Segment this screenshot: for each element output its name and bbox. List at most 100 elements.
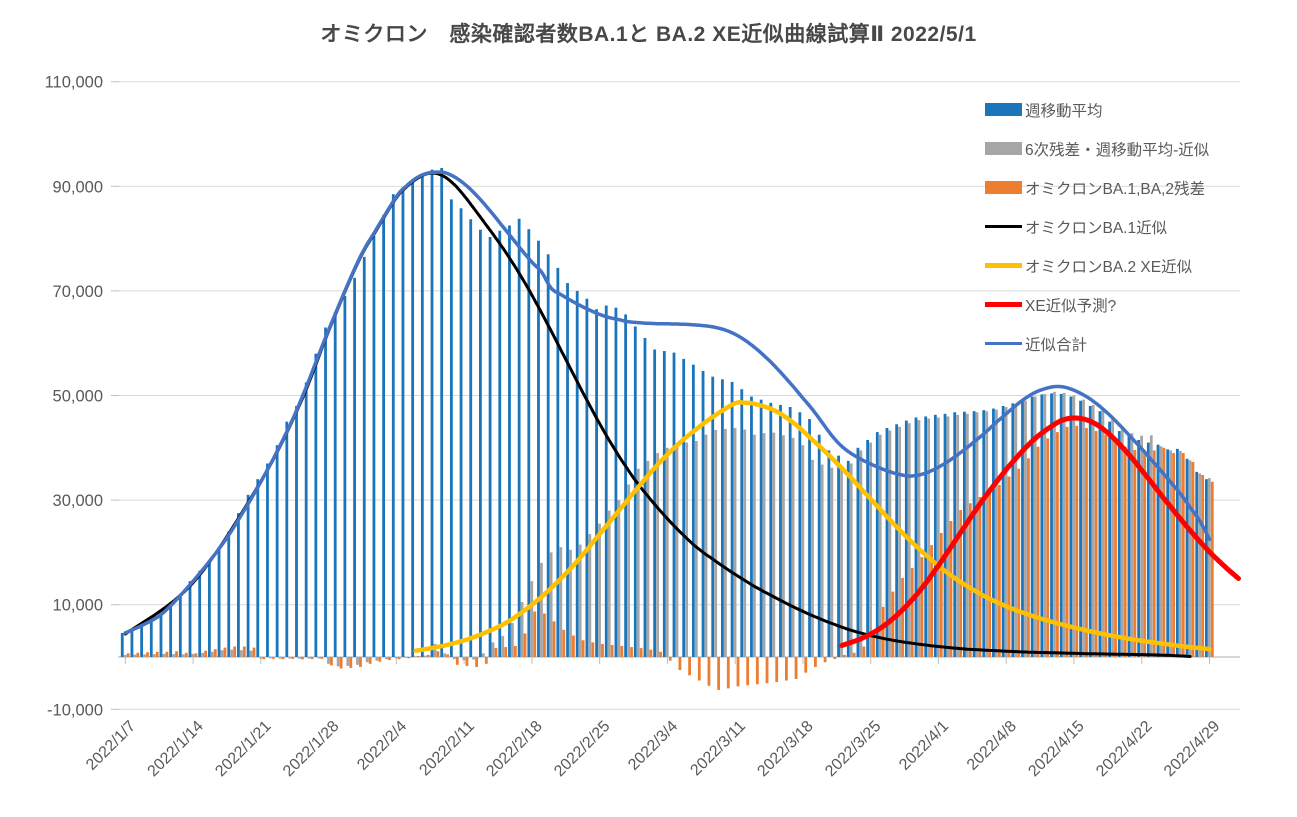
- bar: [769, 402, 773, 657]
- bar: [388, 657, 391, 661]
- bar: [130, 629, 134, 657]
- bar: [391, 194, 395, 657]
- bar: [217, 547, 221, 657]
- bar: [1021, 399, 1024, 657]
- bar: [856, 447, 860, 657]
- legend-line-swatch: [985, 225, 1022, 228]
- bar: [1172, 453, 1175, 657]
- bar: [511, 623, 514, 657]
- bar: [775, 657, 779, 683]
- bar: [801, 445, 805, 657]
- bar: [436, 651, 440, 657]
- bar: [711, 376, 715, 657]
- bar: [546, 254, 550, 658]
- bar: [559, 547, 563, 657]
- bar: [365, 657, 369, 663]
- bar: [643, 337, 647, 657]
- legend-item-weekly-moving-average: 週移動平均: [985, 90, 1295, 129]
- bar: [455, 657, 459, 665]
- bar: [356, 657, 359, 665]
- bar: [288, 657, 292, 659]
- bar: [452, 657, 456, 660]
- bars-residual-6th-order: [123, 391, 1211, 667]
- bar: [617, 500, 621, 657]
- bar: [965, 413, 969, 657]
- bar: [271, 657, 275, 659]
- legend-bar-swatch: [985, 142, 1022, 155]
- bar: [175, 651, 178, 657]
- bar: [901, 578, 904, 657]
- bar: [385, 657, 388, 660]
- bar: [875, 432, 879, 657]
- bar: [223, 647, 227, 657]
- bar: [475, 657, 479, 667]
- bar: [827, 450, 831, 657]
- x-axis-labels: 2022/1/7 2022/1/14 2022/1/21 2022/1/28 2022/…: [83, 718, 1223, 780]
- bar: [595, 309, 598, 657]
- bar: [295, 405, 298, 657]
- bar: [472, 657, 476, 660]
- bar: [843, 654, 846, 657]
- bar: [339, 657, 343, 669]
- bar: [120, 632, 124, 657]
- bar: [630, 647, 633, 657]
- bar: [488, 237, 492, 657]
- bar: [159, 614, 163, 657]
- y-axis-label: 30,000: [53, 492, 103, 510]
- legend-bar-swatch: [985, 103, 1022, 116]
- bar: [701, 370, 705, 657]
- bar: [126, 653, 130, 657]
- bar: [504, 647, 508, 657]
- bar: [291, 657, 295, 659]
- bar: [566, 283, 569, 657]
- bar: [494, 648, 498, 657]
- bar: [736, 657, 740, 687]
- bar: [972, 411, 976, 657]
- legend-label: オミクロンBA.1近似: [1025, 219, 1168, 237]
- bar: [1053, 391, 1056, 657]
- bar: [210, 651, 214, 657]
- bar: [714, 430, 718, 657]
- bar: [220, 650, 224, 657]
- bar: [859, 450, 863, 657]
- bar: [375, 657, 379, 661]
- bar: [849, 463, 853, 657]
- legend-item-ba1-ba2-residual: オミクロンBA.1,BA,2残差: [985, 168, 1295, 207]
- bar: [784, 657, 788, 681]
- bar: [198, 570, 202, 657]
- bar: [1072, 395, 1076, 657]
- bar: [426, 654, 430, 657]
- bar: [898, 426, 901, 657]
- bar: [759, 399, 763, 657]
- bar: [162, 653, 166, 657]
- bar: [1046, 438, 1050, 657]
- bar: [1098, 411, 1102, 657]
- bar: [581, 640, 585, 657]
- bar: [1091, 404, 1095, 657]
- bar: [433, 643, 437, 657]
- bar: [659, 651, 662, 657]
- bar: [462, 657, 466, 661]
- chart-title: オミクロン 感染確認者数BA.1と BA.2 XE近似曲線試算Ⅱ 2022/5/…: [320, 23, 977, 46]
- bar: [440, 168, 444, 657]
- bar: [704, 434, 708, 657]
- legend-label: 6次残差・週移動平均-近似: [1025, 141, 1210, 159]
- bar: [1004, 407, 1008, 657]
- bar: [678, 657, 682, 671]
- bar: [636, 468, 640, 657]
- bar: [517, 218, 521, 658]
- bar: [259, 657, 263, 659]
- bar: [237, 513, 240, 657]
- bar: [184, 652, 188, 657]
- bar: [943, 413, 947, 657]
- bar: [423, 655, 427, 657]
- bar: [1111, 419, 1114, 657]
- bar: [833, 657, 837, 660]
- x-axis-label: 2022/1/14: [145, 718, 207, 780]
- bar: [765, 657, 769, 684]
- bar: [672, 352, 676, 657]
- bar: [330, 657, 333, 666]
- bar: [852, 652, 856, 657]
- bar: [327, 657, 330, 664]
- bar: [346, 657, 350, 666]
